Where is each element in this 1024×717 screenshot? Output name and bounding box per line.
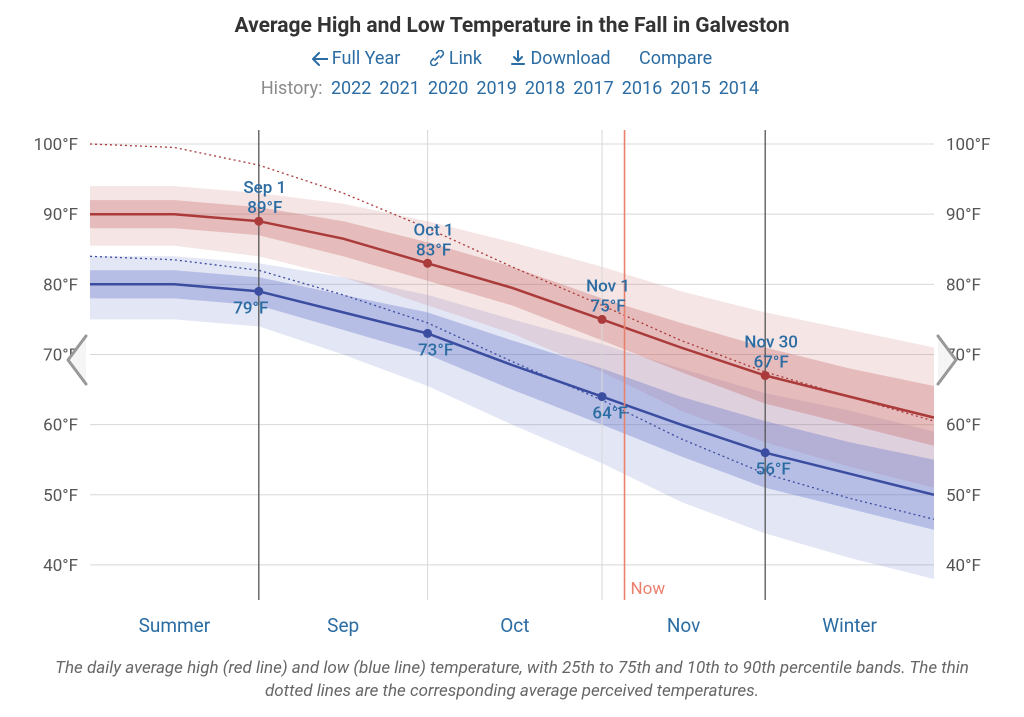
high-marker-date: Sep 1 <box>243 178 286 198</box>
y-tick-right: 90°F <box>946 205 981 225</box>
low-marker-temp: 64°F <box>592 404 627 424</box>
low-marker-temp: 73°F <box>418 340 453 360</box>
low-marker <box>598 392 607 401</box>
x-category-winter[interactable]: Winter <box>822 614 877 637</box>
x-category-oct[interactable]: Oct <box>500 614 529 637</box>
low-marker <box>423 329 432 338</box>
x-category-nov[interactable]: Nov <box>667 614 700 637</box>
y-tick-right: 60°F <box>946 416 981 436</box>
chart-caption: The daily average high (red line) and lo… <box>40 657 984 703</box>
y-tick-left: 80°F <box>43 275 78 295</box>
high-marker-date: Oct 1 <box>414 220 454 240</box>
y-tick-right: 40°F <box>946 556 981 576</box>
y-tick-left: 50°F <box>43 486 78 506</box>
y-tick-left: 40°F <box>43 556 78 576</box>
low-marker-temp: 79°F <box>233 298 268 318</box>
low-marker <box>761 448 770 457</box>
high-marker-temp: 89°F <box>247 198 282 218</box>
y-tick-right: 50°F <box>946 486 981 506</box>
y-tick-left: 90°F <box>43 205 78 225</box>
low-marker <box>254 287 263 296</box>
high-marker-temp: 67°F <box>754 353 789 373</box>
now-label: Now <box>631 579 666 599</box>
high-marker-temp: 75°F <box>590 296 625 316</box>
y-tick-right: 80°F <box>946 275 981 295</box>
y-tick-left: 60°F <box>43 416 78 436</box>
high-marker-date: Nov 30 <box>744 333 798 353</box>
x-category-summer[interactable]: Summer <box>139 614 211 637</box>
prev-arrow[interactable] <box>60 330 94 390</box>
low-marker-temp: 56°F <box>756 460 791 480</box>
x-category-sep[interactable]: Sep <box>327 614 359 637</box>
high-marker-temp: 83°F <box>416 240 451 260</box>
y-tick-left: 100°F <box>34 135 78 155</box>
y-tick-right: 100°F <box>946 135 990 155</box>
high-marker-date: Nov 1 <box>586 276 630 296</box>
next-arrow[interactable] <box>930 330 964 390</box>
temperature-chart: 40°F40°F50°F50°F60°F60°F70°F70°F80°F80°F… <box>0 0 1024 717</box>
